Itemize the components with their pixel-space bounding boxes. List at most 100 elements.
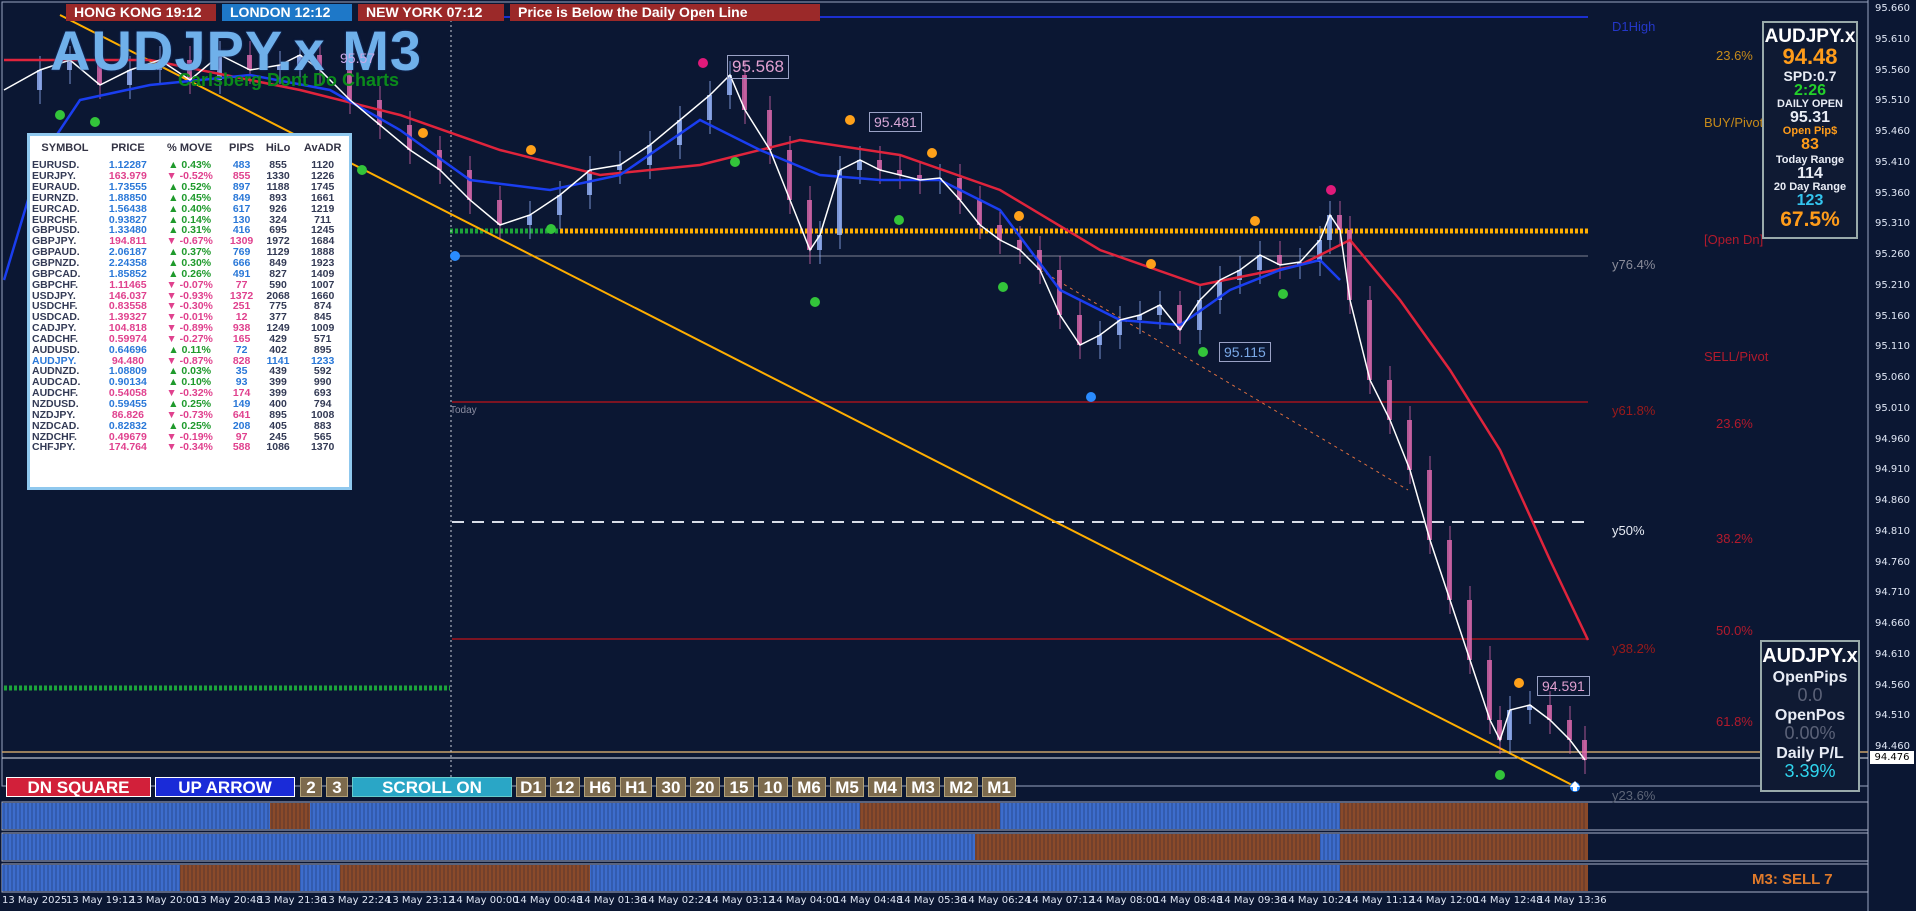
watchlist-avadr: 1660 <box>310 289 335 302</box>
watchlist-row[interactable]: GBPCAD. 1.85852 ▲ 0.26% 491 827 1409 <box>30 268 349 280</box>
watchlist-row[interactable]: EURCHF. 0.93827 ▲ 0.14% 130 324 711 <box>30 214 349 225</box>
watchlist-row[interactable]: GBPJPY. 194.811 ▼ -0.67% 1309 1972 1684 <box>30 236 349 247</box>
candle-body <box>1117 320 1122 335</box>
arrow-down-icon: ▼ <box>166 278 180 291</box>
candle-body <box>217 55 222 80</box>
watchlist-row[interactable]: GBPUSD. 1.33480 ▲ 0.31% 416 695 1245 <box>30 225 349 236</box>
dn-square-button[interactable]: DN SQUARE <box>6 777 151 797</box>
watchlist-pips: 1372 <box>229 289 254 302</box>
watchlist-price: 104.818 <box>108 322 147 335</box>
trend-strip-2-segment <box>1320 834 1340 860</box>
watchlist-avadr: 794 <box>313 397 332 410</box>
timeframe-12[interactable]: 12 <box>550 777 580 797</box>
timeframe-m1[interactable]: M1 <box>982 777 1016 797</box>
watchlist-row[interactable]: CHFJPY. 174.764 ▼ -0.34% 588 1086 1370 <box>30 442 349 453</box>
price-tick: 95.410 <box>1875 156 1910 168</box>
watchlist-hilo: 893 <box>269 191 287 204</box>
timeframe-20[interactable]: 20 <box>690 777 720 797</box>
price-tick: 95.110 <box>1875 341 1910 353</box>
candle-body <box>857 160 862 170</box>
arrow-down-icon: ▼ <box>166 332 180 345</box>
info-20day: 123 <box>1796 192 1824 209</box>
watchlist-hilo: 775 <box>269 300 287 313</box>
price-tick: 94.710 <box>1875 587 1910 599</box>
watchlist-avadr: 1661 <box>310 191 335 204</box>
watchlist-row[interactable]: NZDUSD. 0.59455 ▲ 0.25% 149 400 794 <box>30 399 349 410</box>
watchlist-row[interactable]: USDCAD. 1.39327 ▼ -0.01% 12 377 845 <box>30 312 349 323</box>
fib-right-4: 50.0% <box>1716 623 1753 638</box>
watchlist-avadr: 874 <box>313 300 332 313</box>
swing-price-label-3: 94.591 <box>1537 676 1590 696</box>
watchlist-row[interactable]: EURCAD. 1.56438 ▲ 0.40% 617 926 1219 <box>30 203 349 215</box>
timeframe-m6[interactable]: M6 <box>792 777 826 797</box>
watchlist-row[interactable]: GBPAUD. 2.06187 ▲ 0.37% 769 1129 1888 <box>30 247 349 258</box>
count-3-button[interactable]: 3 <box>326 777 348 797</box>
watchlist-row[interactable]: NZDCAD. 0.82832 ▲ 0.25% 208 405 883 <box>30 420 349 431</box>
watchlist-row[interactable]: CADCHF. 0.59974 ▼ -0.27% 165 429 571 <box>30 334 349 345</box>
watchlist-row[interactable]: AUDCAD. 0.90134 ▲ 0.10% 93 399 990 <box>30 377 349 388</box>
arrow-down-icon: ▼ <box>166 170 180 183</box>
timeframe-m5[interactable]: M5 <box>830 777 864 797</box>
watchlist-header-hilo: HiLo <box>265 142 291 154</box>
watchlist-move-cell: ▼ -0.27% <box>156 334 223 345</box>
watchlist-row[interactable]: NZDJPY. 86.826 ▼ -0.73% 641 895 1008 <box>30 409 349 421</box>
watchlist-row[interactable]: EURNZD. 1.88850 ▲ 0.45% 849 893 1661 <box>30 193 349 204</box>
candle-body <box>677 120 682 145</box>
timeframe-10[interactable]: 10 <box>758 777 788 797</box>
timeframe-30[interactable]: 30 <box>656 777 686 797</box>
pl-open-pips: 0.0 <box>1797 685 1823 705</box>
watchlist-row[interactable]: NZDCHF. 0.49679 ▼ -0.19% 97 245 565 <box>30 431 349 442</box>
watchlist-row[interactable]: EURJPY. 163.979 ▼ -0.52% 855 1330 1226 <box>30 171 349 182</box>
up-arrow-button[interactable]: UP ARROW <box>155 777 295 797</box>
watchlist-row[interactable]: AUDUSD. 0.64696 ▲ 0.11% 72 402 895 <box>30 344 349 356</box>
price-tick: 94.660 <box>1875 618 1910 629</box>
price-tick: 95.560 <box>1875 64 1910 76</box>
timeframe-h1[interactable]: H1 <box>620 777 652 797</box>
watchlist-hilo: 399 <box>269 376 287 389</box>
watchlist-row[interactable]: GBPNZD. 2.24358 ▲ 0.30% 666 849 1923 <box>30 258 349 269</box>
price-tick: 95.060 <box>1875 372 1910 383</box>
arrow-down-icon: ▼ <box>166 300 180 313</box>
watchlist-row[interactable]: CADJPY. 104.818 ▼ -0.89% 938 1249 1009 <box>30 323 349 334</box>
watchlist-row[interactable]: EURUSD. 1.12287 ▲ 0.43% 483 855 1120 <box>30 160 349 171</box>
arrow-down-icon: ▼ <box>166 235 180 248</box>
pl-open-pips-label: OpenPips <box>1772 669 1848 686</box>
info-price: 94.48 <box>1782 44 1838 69</box>
session-tab-hongkong: HONG KONG 19:12 <box>66 4 216 21</box>
signal-status: M3: SELL 7 <box>1752 871 1833 888</box>
timeframe-h6[interactable]: H6 <box>584 777 616 797</box>
watchlist-row[interactable]: USDJPY. 146.037 ▼ -0.93% 1372 2068 1660 <box>30 290 349 301</box>
watchlist-symbol: EURNZD. <box>32 191 79 204</box>
swing-point-marker <box>698 58 708 68</box>
watchlist-hilo: 1972 <box>266 235 290 248</box>
watchlist-row[interactable]: AUDCHF. 0.54058 ▼ -0.32% 174 399 693 <box>30 388 349 399</box>
watchlist-hilo: 1249 <box>266 322 290 335</box>
watchlist-price: 1.08809 <box>108 365 147 378</box>
candle-body <box>1217 280 1222 300</box>
arrow-up-icon: ▲ <box>168 191 182 204</box>
timeframe-m3[interactable]: M3 <box>906 777 940 797</box>
watchlist-move-cell: ▼ -0.67% <box>156 236 223 247</box>
count-2-button[interactable]: 2 <box>300 777 322 797</box>
scroll-on-button[interactable]: SCROLL ON <box>352 777 512 797</box>
timeframe-m2[interactable]: M2 <box>944 777 978 797</box>
watchlist-pips: 483 <box>232 159 251 172</box>
arrow-up-icon: ▲ <box>168 246 182 259</box>
candle-body <box>1507 710 1512 740</box>
watchlist-move: -0.27% <box>179 332 213 345</box>
watchlist-row[interactable]: AUDJPY. 94.480 ▼ -0.87% 828 1141 1233 <box>30 355 349 366</box>
swing-point-marker <box>357 165 367 175</box>
watchlist-row[interactable]: GBPCHF. 1.11465 ▼ -0.07% 77 590 1007 <box>30 279 349 290</box>
watchlist-row[interactable]: EURAUD. 1.73555 ▲ 0.52% 897 1188 1745 <box>30 182 349 193</box>
timeframe-15[interactable]: 15 <box>724 777 754 797</box>
swing-point-marker <box>526 145 536 155</box>
timeframe-d1[interactable]: D1 <box>516 777 546 797</box>
arrow-up-icon: ▲ <box>168 376 182 389</box>
timeframe-m4[interactable]: M4 <box>868 777 902 797</box>
watchlist-row[interactable]: AUDNZD. 1.08809 ▲ 0.03% 35 439 592 <box>30 366 349 377</box>
watchlist-move: 0.25% <box>181 397 212 410</box>
watchlist-row[interactable]: USDCHF. 0.83558 ▼ -0.30% 251 775 874 <box>30 301 349 312</box>
info-today-range: 114 <box>1797 165 1823 182</box>
watchlist-pips: 849 <box>232 191 251 204</box>
swing-point-marker <box>90 117 100 127</box>
